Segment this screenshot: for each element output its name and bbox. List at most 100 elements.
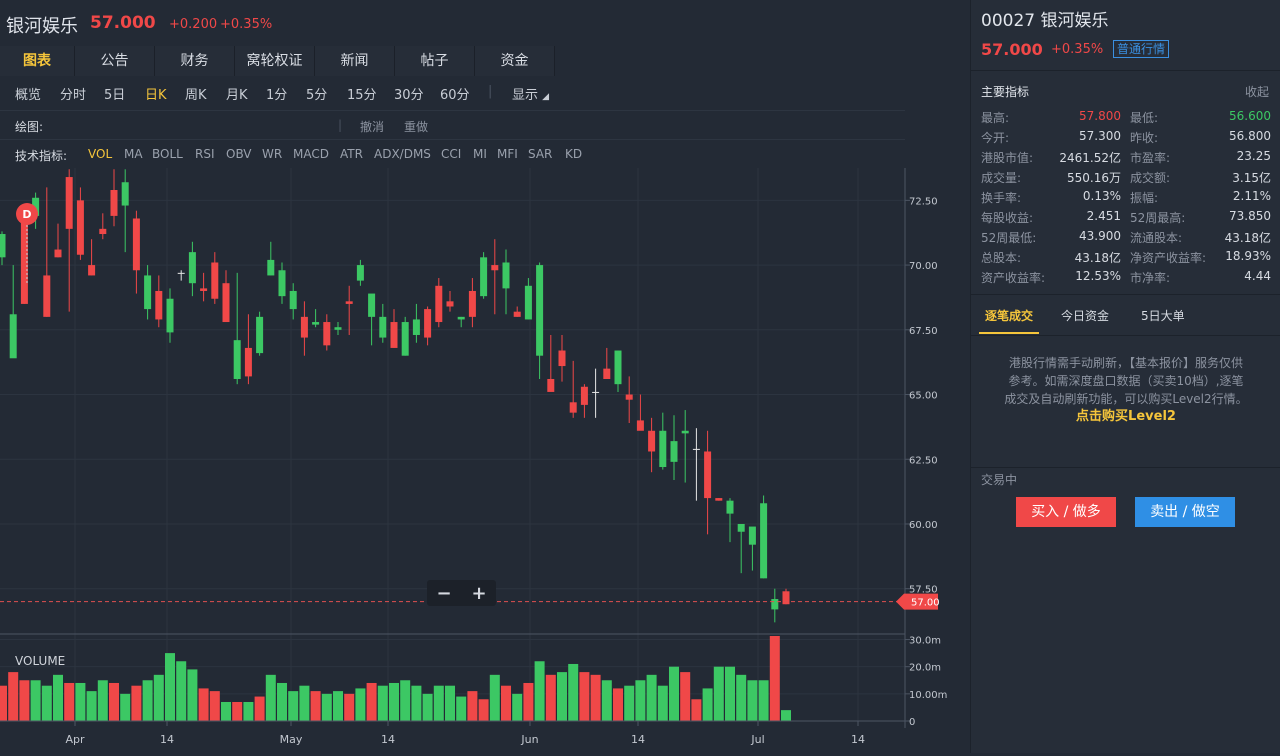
period-overview[interactable]: 概览 — [15, 88, 42, 103]
volume-bar — [41, 685, 52, 721]
indicator-wr[interactable]: WR — [262, 147, 283, 161]
indicator-ma[interactable]: MA — [124, 147, 143, 161]
buy-level2-link[interactable]: 点击购买Level2 — [1076, 409, 1176, 424]
volume-tick-label: 20.0m — [909, 663, 941, 674]
volume-bar — [64, 682, 75, 721]
period-1min[interactable]: 1分 — [266, 88, 288, 103]
display-dropdown[interactable]: 显示 ◢ — [512, 84, 549, 103]
chart-area[interactable]: 72.50 70.00 67.50 65.00 62.50 60.00 57.50 30.0… — [0, 168, 968, 753]
undo-button[interactable]: 撤消 — [360, 120, 385, 134]
tab-5day-large[interactable]: 5日大单 — [1141, 309, 1185, 323]
redo-button[interactable]: 重做 — [404, 120, 429, 134]
candle-body — [345, 301, 353, 304]
period-5day[interactable]: 5日 — [104, 88, 126, 103]
stat-label: 资产收益率: — [981, 271, 1046, 285]
volume-bar — [221, 701, 231, 721]
tab-chart[interactable]: 图表 — [0, 46, 75, 76]
stat-value: 3.15亿 — [1232, 171, 1271, 185]
period-5min[interactable]: 5分 — [306, 88, 328, 103]
time-labels: Apr 14 May 14 Jun 14 Jul 14 — [65, 721, 865, 746]
period-15min[interactable]: 15分 — [347, 88, 377, 103]
indicator-obv[interactable]: OBV — [226, 147, 252, 161]
candle-body — [737, 523, 745, 532]
indicator-mfi[interactable]: MFI — [497, 147, 518, 161]
volume-bar — [176, 661, 187, 721]
indicator-rsi[interactable]: RSI — [195, 147, 215, 161]
volume-bar — [478, 699, 489, 721]
time-tick-label: 14 — [381, 733, 395, 746]
quote-badge[interactable]: 普通行情 — [1113, 40, 1170, 58]
buy-button[interactable]: 买入 / 做多 — [1016, 497, 1116, 527]
volume-bar — [8, 672, 19, 721]
indicator-kd[interactable]: KD — [565, 147, 583, 161]
volume-bar — [333, 691, 343, 721]
price-tick-label: 65.00 — [909, 391, 938, 402]
candle-body — [20, 221, 28, 304]
volume-bar — [277, 682, 287, 721]
tab-capital[interactable]: 资金 — [475, 46, 555, 76]
volume-bar — [243, 701, 254, 721]
main-tabs: 图表 公告 财务 窝轮权证 新闻 帖子 资金 — [0, 46, 968, 76]
candle-body — [468, 290, 476, 317]
period-30min[interactable]: 30分 — [394, 88, 424, 103]
volume-bars — [0, 636, 791, 721]
indicator-vol[interactable]: VOL — [88, 147, 113, 161]
indicator-macd[interactable]: MACD — [293, 147, 329, 161]
stat-value: 550.16万 — [1067, 171, 1121, 185]
volume-bar — [568, 663, 579, 721]
indicator-adx[interactable]: ADX/DMS — [374, 147, 431, 161]
volume-bar — [445, 685, 455, 721]
candle-body — [760, 503, 768, 579]
tab-today-capital[interactable]: 今日资金 — [1061, 309, 1110, 323]
tab-posts[interactable]: 帖子 — [395, 46, 475, 76]
volume-bar — [400, 680, 411, 721]
indicators-section-title: 主要指标 — [981, 85, 1030, 99]
tab-financials[interactable]: 财务 — [155, 46, 235, 76]
quote-price: 57.000 — [981, 40, 1043, 59]
time-tick-label: May — [280, 733, 303, 746]
candle-body — [536, 265, 544, 356]
tab-news[interactable]: 新闻 — [315, 46, 395, 76]
candle-body — [726, 500, 734, 514]
indicator-mi[interactable]: MI — [473, 147, 487, 161]
volume-bar — [534, 661, 545, 721]
candle-body — [390, 322, 398, 348]
volume-bar — [713, 666, 724, 721]
candle-body — [188, 252, 196, 284]
volume-bar — [680, 672, 691, 721]
stat-value: 43.900 — [1079, 229, 1121, 243]
period-weekly-k[interactable]: 周K — [185, 88, 207, 103]
stat-value: 2.451 — [1086, 209, 1121, 223]
stat-label: 换手率: — [981, 191, 1022, 205]
period-60min[interactable]: 60分 — [440, 88, 470, 103]
candle-body — [401, 322, 409, 356]
dividend-marker[interactable]: D — [16, 203, 38, 283]
candle-body — [603, 368, 611, 379]
sell-button[interactable]: 卖出 / 做空 — [1135, 497, 1235, 527]
volume-bar — [769, 636, 780, 721]
zoom-in-button[interactable]: + — [471, 583, 486, 604]
stat-value: 73.850 — [1229, 209, 1271, 223]
period-monthly-k[interactable]: 月K — [226, 88, 248, 103]
trade-tabs: 逐笔成交 今日资金 5日大单 — [971, 294, 1280, 336]
stat-value: 43.18亿 — [1224, 231, 1271, 245]
volume-bar — [131, 685, 142, 721]
stat-value: 56.600 — [1229, 109, 1271, 123]
indicator-sar[interactable]: SAR — [528, 147, 553, 161]
volume-bar — [19, 680, 30, 721]
tab-announcements[interactable]: 公告 — [75, 46, 155, 76]
time-tick-label: Jun — [520, 733, 538, 746]
stat-label: 市净率: — [1130, 271, 1171, 285]
volume-bar — [456, 696, 467, 721]
indicator-cci[interactable]: CCI — [441, 147, 462, 161]
collapse-button[interactable]: 收起 — [1244, 85, 1269, 99]
indicator-boll[interactable]: BOLL — [152, 147, 183, 161]
zoom-out-button[interactable]: − — [436, 583, 451, 604]
indicator-atr[interactable]: ATR — [340, 147, 363, 161]
period-intraday[interactable]: 分时 — [60, 88, 87, 103]
volume-bar — [691, 699, 702, 721]
tab-tick-trades[interactable]: 逐笔成交 — [985, 309, 1034, 323]
tab-warrants[interactable]: 窝轮权证 — [235, 46, 315, 76]
candle-body — [715, 498, 723, 501]
period-daily-k[interactable]: 日K — [145, 88, 167, 103]
